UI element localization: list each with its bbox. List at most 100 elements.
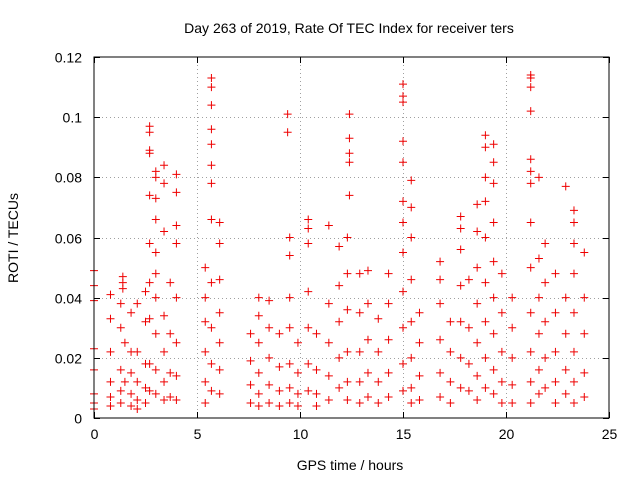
x-tick-label: 0 [91, 426, 99, 442]
data-point [399, 218, 407, 227]
data-point [207, 161, 216, 170]
data-point [265, 353, 274, 362]
data-point [106, 290, 115, 299]
data-point [172, 395, 181, 404]
data-point [151, 293, 160, 302]
data-point [345, 110, 354, 119]
data-point [534, 365, 543, 374]
axis-ticks [94, 57, 610, 419]
data-point [456, 212, 465, 221]
data-point [436, 257, 445, 266]
data-point [141, 383, 150, 392]
data-point [127, 401, 136, 410]
data-point [151, 194, 160, 203]
data-point [151, 248, 160, 257]
data-point [363, 392, 372, 401]
data-point [283, 128, 292, 137]
data-point [324, 371, 333, 380]
data-point [106, 377, 115, 386]
data-point [133, 395, 142, 404]
data-point [312, 389, 321, 398]
data-point [254, 401, 263, 410]
data-point [215, 239, 224, 248]
y-axis-label: ROTI / TECUs [5, 193, 21, 283]
data-point [116, 323, 125, 332]
data-point [384, 299, 393, 308]
data-point [265, 323, 274, 332]
data-point [215, 218, 224, 227]
data-point [534, 389, 543, 398]
data-point [166, 278, 175, 287]
data-point [569, 239, 578, 248]
data-point [275, 329, 284, 338]
data-point [254, 311, 263, 320]
y-tick-label: 0.08 [55, 170, 82, 186]
data-point [141, 287, 150, 296]
data-point [355, 347, 364, 356]
data-point [285, 398, 294, 407]
data-point [508, 398, 517, 407]
data-point [106, 392, 115, 401]
data-point [399, 137, 407, 146]
data-point [526, 83, 535, 92]
data-point [569, 218, 578, 227]
data-point [399, 197, 407, 206]
data-point [374, 377, 383, 386]
data-point [384, 269, 393, 278]
data-point [133, 404, 142, 413]
data-point [201, 263, 210, 272]
data-point [172, 188, 181, 197]
data-point [497, 377, 506, 386]
data-point [172, 371, 181, 380]
data-point [207, 386, 216, 395]
data-point [561, 389, 570, 398]
data-point [145, 149, 154, 158]
data-point [384, 335, 393, 344]
data-point [172, 239, 181, 248]
data-point [456, 383, 465, 392]
y-tick-label: 0.12 [55, 50, 82, 66]
data-point [215, 365, 224, 374]
data-point [363, 266, 372, 275]
y-tick-label: 0.06 [55, 231, 82, 247]
data-point [473, 338, 482, 347]
x-tick-label: 25 [602, 426, 618, 442]
data-point [473, 200, 482, 209]
data-point [207, 74, 216, 83]
data-point [384, 368, 393, 377]
data-point [145, 128, 154, 137]
data-point [343, 269, 352, 278]
data-point [141, 398, 150, 407]
y-tick-label: 0 [74, 411, 82, 427]
data-point [407, 176, 416, 185]
data-point [166, 368, 175, 377]
data-point [151, 389, 160, 398]
data-point [489, 257, 498, 266]
data-point [312, 401, 321, 410]
data-point [551, 377, 560, 386]
data-point [415, 308, 424, 317]
data-point [116, 398, 125, 407]
data-point [145, 314, 154, 323]
y-tick-label: 0.1 [63, 110, 83, 126]
data-point [275, 362, 284, 371]
data-point [345, 149, 354, 158]
data-point [345, 191, 354, 200]
data-point [145, 191, 154, 200]
data-points [90, 71, 589, 413]
data-point [172, 170, 181, 179]
data-point [446, 377, 455, 386]
data-point [415, 338, 424, 347]
data-point [561, 365, 570, 374]
data-point [580, 392, 589, 401]
data-point [481, 278, 490, 287]
data-point [473, 299, 482, 308]
data-point [127, 308, 136, 317]
data-point [215, 308, 224, 317]
data-point [446, 398, 455, 407]
data-point [160, 395, 169, 404]
data-point [473, 371, 482, 380]
data-point [399, 248, 407, 257]
data-point [254, 368, 263, 377]
data-point [399, 323, 407, 332]
